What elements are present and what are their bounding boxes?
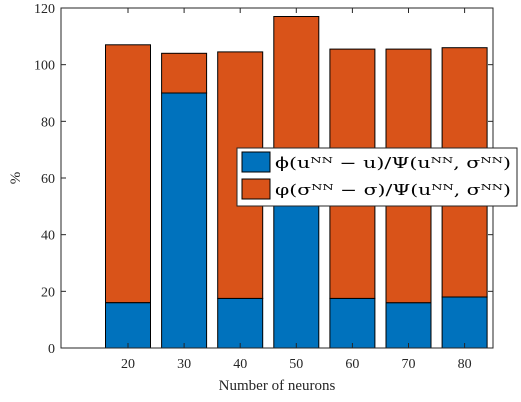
bar-30-series-2 [161,52,208,94]
y-tick-label: 100 [34,59,55,74]
y-axis-label: % [8,172,24,185]
y-tick-label: 40 [41,229,55,244]
bar-80-series-1 [441,296,488,349]
x-tick-label: 80 [458,357,472,372]
bar-20-series-1 [105,302,151,349]
legend: ϕ(uᴺᴺ − u)/Ψ(uᴺᴺ, σᴺᴺ) φ(σᴺᴺ − σ)/Ψ(uᴺᴺ,… [236,147,518,207]
legend-entry-series-1: ϕ(uᴺᴺ − u)/Ψ(uᴺᴺ, σᴺᴺ) [275,154,511,172]
y-tick-label: 0 [48,342,55,357]
x-tick-label: 20 [121,357,135,372]
bar-60-series-1 [329,297,376,349]
x-axis-label: Number of neurons [219,378,336,394]
bar-20-series-2 [105,44,151,304]
x-tick-label: 60 [345,357,359,372]
y-tick-label: 20 [41,285,55,300]
bar-30-series-1 [161,92,208,349]
bar-50-series-1 [273,200,320,349]
legend-entry-series-2: φ(σᴺᴺ − σ)/Ψ(uᴺᴺ, σᴺᴺ) [275,181,511,199]
y-tick-label: 120 [34,2,55,17]
bar-40-series-1 [217,297,264,349]
x-tick-label: 40 [233,357,247,372]
legend-swatch-series-2 [241,178,271,200]
y-tick-label: 60 [41,172,55,187]
legend-box [236,147,518,207]
y-tick-label: 80 [41,115,55,130]
legend-swatch-series-1 [241,151,271,173]
bar-70-series-1 [385,302,432,349]
x-tick-label: 30 [177,357,191,372]
bars-layer [105,16,488,349]
ticks-layer: 0 20 40 60 80 100 120 20 30 40 50 60 70 80 [34,2,493,372]
x-tick-label: 70 [402,357,416,372]
x-tick-label: 50 [289,357,303,372]
